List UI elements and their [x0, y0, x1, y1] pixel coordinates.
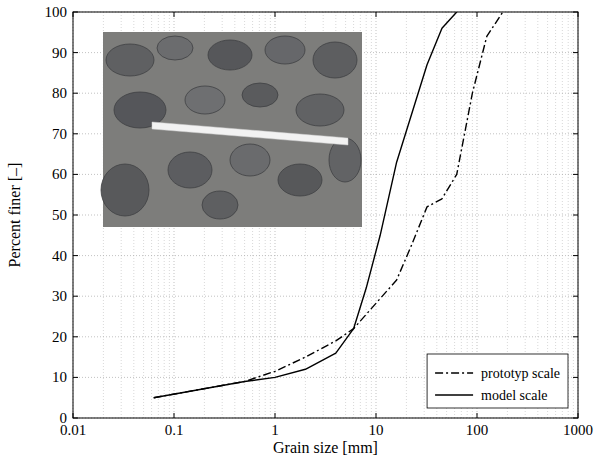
y-tick	[73, 52, 78, 53]
y-tick	[573, 12, 578, 13]
x-tick	[174, 12, 175, 17]
plot-frame	[73, 12, 578, 418]
y-tick-label: 90	[52, 45, 67, 61]
y-tick	[573, 418, 578, 419]
legend: prototyp scale model scale	[427, 354, 568, 408]
legend-label: model scale	[481, 388, 547, 403]
photo-rock	[202, 191, 238, 219]
y-tick	[573, 52, 578, 53]
x-tick-label: 10	[369, 422, 384, 438]
y-axis-title: Percent finer [–]	[6, 163, 23, 268]
x-tick	[275, 12, 276, 17]
plot-area	[73, 12, 578, 418]
photo-rock	[296, 94, 344, 126]
legend-swatch	[435, 372, 473, 373]
grid	[73, 12, 578, 418]
y-tick	[73, 93, 78, 94]
y-tick	[573, 377, 578, 378]
y-tick	[573, 133, 578, 134]
photo-rock	[106, 44, 154, 76]
y-tick	[573, 93, 578, 94]
y-tick-label: 80	[52, 85, 67, 101]
x-tick	[73, 413, 74, 418]
x-tick	[174, 413, 175, 418]
y-tick-label: 60	[52, 166, 67, 182]
y-tick	[73, 215, 78, 216]
y-tick-label: 20	[52, 329, 67, 345]
x-tick-label: 1	[271, 422, 279, 438]
x-tick	[477, 12, 478, 17]
x-tick	[73, 12, 74, 17]
photo-rock	[168, 152, 212, 188]
x-tick-label: 0.1	[165, 422, 184, 438]
photo-rock	[230, 144, 270, 176]
legend-swatch	[435, 394, 473, 395]
minor-grid-line	[371, 12, 372, 418]
x-tick-label: 100	[466, 422, 489, 438]
series-group	[154, 12, 503, 398]
legend-box	[427, 354, 568, 408]
y-tick	[73, 296, 78, 297]
y-tick-label: 100	[45, 4, 68, 20]
minor-grid-line	[366, 12, 367, 418]
y-tick-label: 40	[52, 248, 67, 264]
chart: 0.010.111010010000102030405060708090100G…	[0, 0, 612, 460]
x-axis-title: Grain size [mm]	[273, 439, 378, 456]
x-tick	[477, 413, 478, 418]
x-tick	[578, 12, 579, 17]
y-tick-label: 0	[60, 410, 68, 426]
y-tick	[73, 336, 78, 337]
x-tick	[578, 413, 579, 418]
series-line	[154, 12, 457, 398]
y-tick-label: 10	[52, 369, 67, 385]
grid-line	[73, 336, 578, 337]
photo-rock	[101, 164, 149, 216]
series-line	[154, 12, 503, 398]
legend-label: prototyp scale	[481, 366, 560, 381]
x-tick	[376, 12, 377, 17]
y-tick-label: 70	[52, 126, 67, 142]
photo-rock	[278, 164, 322, 196]
grid-line	[73, 255, 578, 256]
y-tick	[73, 255, 78, 256]
photo-rock	[185, 86, 225, 114]
x-tick-label: 1000	[563, 422, 593, 438]
photo-rock	[242, 83, 278, 107]
y-tick	[573, 215, 578, 216]
y-tick-label: 50	[52, 207, 67, 223]
y-tick	[573, 336, 578, 337]
grid-line	[73, 296, 578, 297]
y-tick	[73, 377, 78, 378]
photo-inset	[101, 32, 362, 227]
y-tick	[73, 418, 78, 419]
photo-rock	[313, 42, 357, 78]
y-tick-label: 30	[52, 288, 67, 304]
x-tick	[275, 413, 276, 418]
y-tick	[573, 174, 578, 175]
y-tick	[73, 12, 78, 13]
y-tick	[73, 174, 78, 175]
photo-ruler	[152, 122, 348, 145]
y-tick	[573, 255, 578, 256]
x-tick	[376, 413, 377, 418]
y-tick	[73, 133, 78, 134]
photo-rock	[157, 36, 193, 60]
y-tick	[573, 296, 578, 297]
photo-rock	[208, 40, 252, 70]
photo-rock	[265, 36, 305, 64]
